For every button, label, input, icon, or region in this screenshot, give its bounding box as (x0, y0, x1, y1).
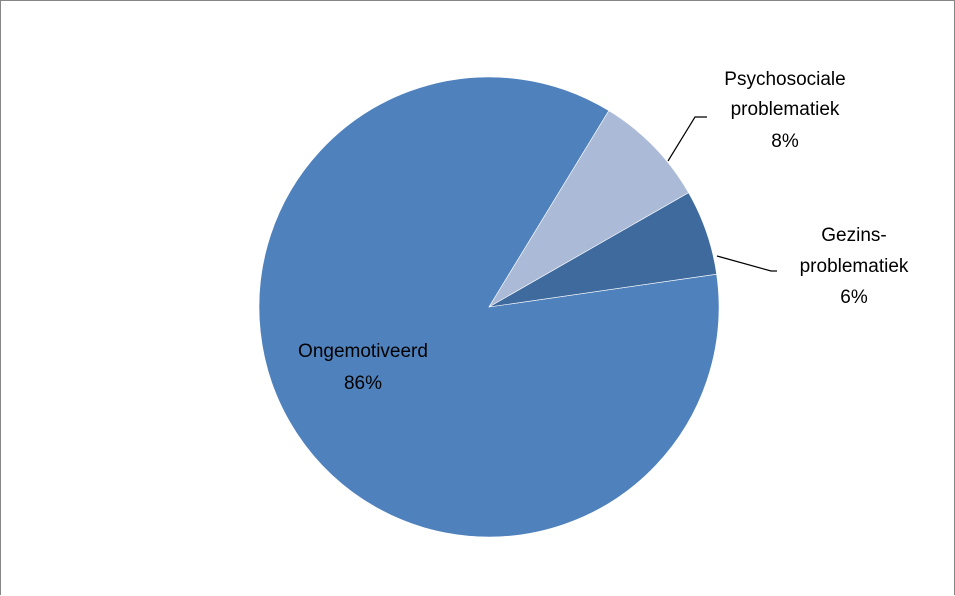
label-ongemotiveerd: Ongemotiveerd (298, 341, 428, 362)
label-psychosociale-line1: Psychosociale (724, 69, 845, 90)
label-gezins-percent: 6% (840, 287, 868, 308)
data-labels: Ongemotiveerd 86% Psychosociale problema… (298, 69, 909, 394)
label-ongemotiveerd-percent: 86% (344, 373, 382, 394)
leader-line-psychosociale (667, 116, 707, 162)
leader-lines (667, 116, 777, 272)
slice-gezins-problematiek (488, 192, 717, 308)
label-psychosociale-line2: problematiek (731, 99, 840, 120)
label-gezins-line1: Gezins- (821, 225, 886, 246)
label-gezins-line2: problematiek (800, 256, 909, 277)
pie-slices (258, 76, 720, 538)
slice-psychosociale-problematiek (488, 110, 689, 308)
leader-line-gezins (716, 255, 777, 272)
label-psychosociale-percent: 8% (771, 131, 799, 152)
